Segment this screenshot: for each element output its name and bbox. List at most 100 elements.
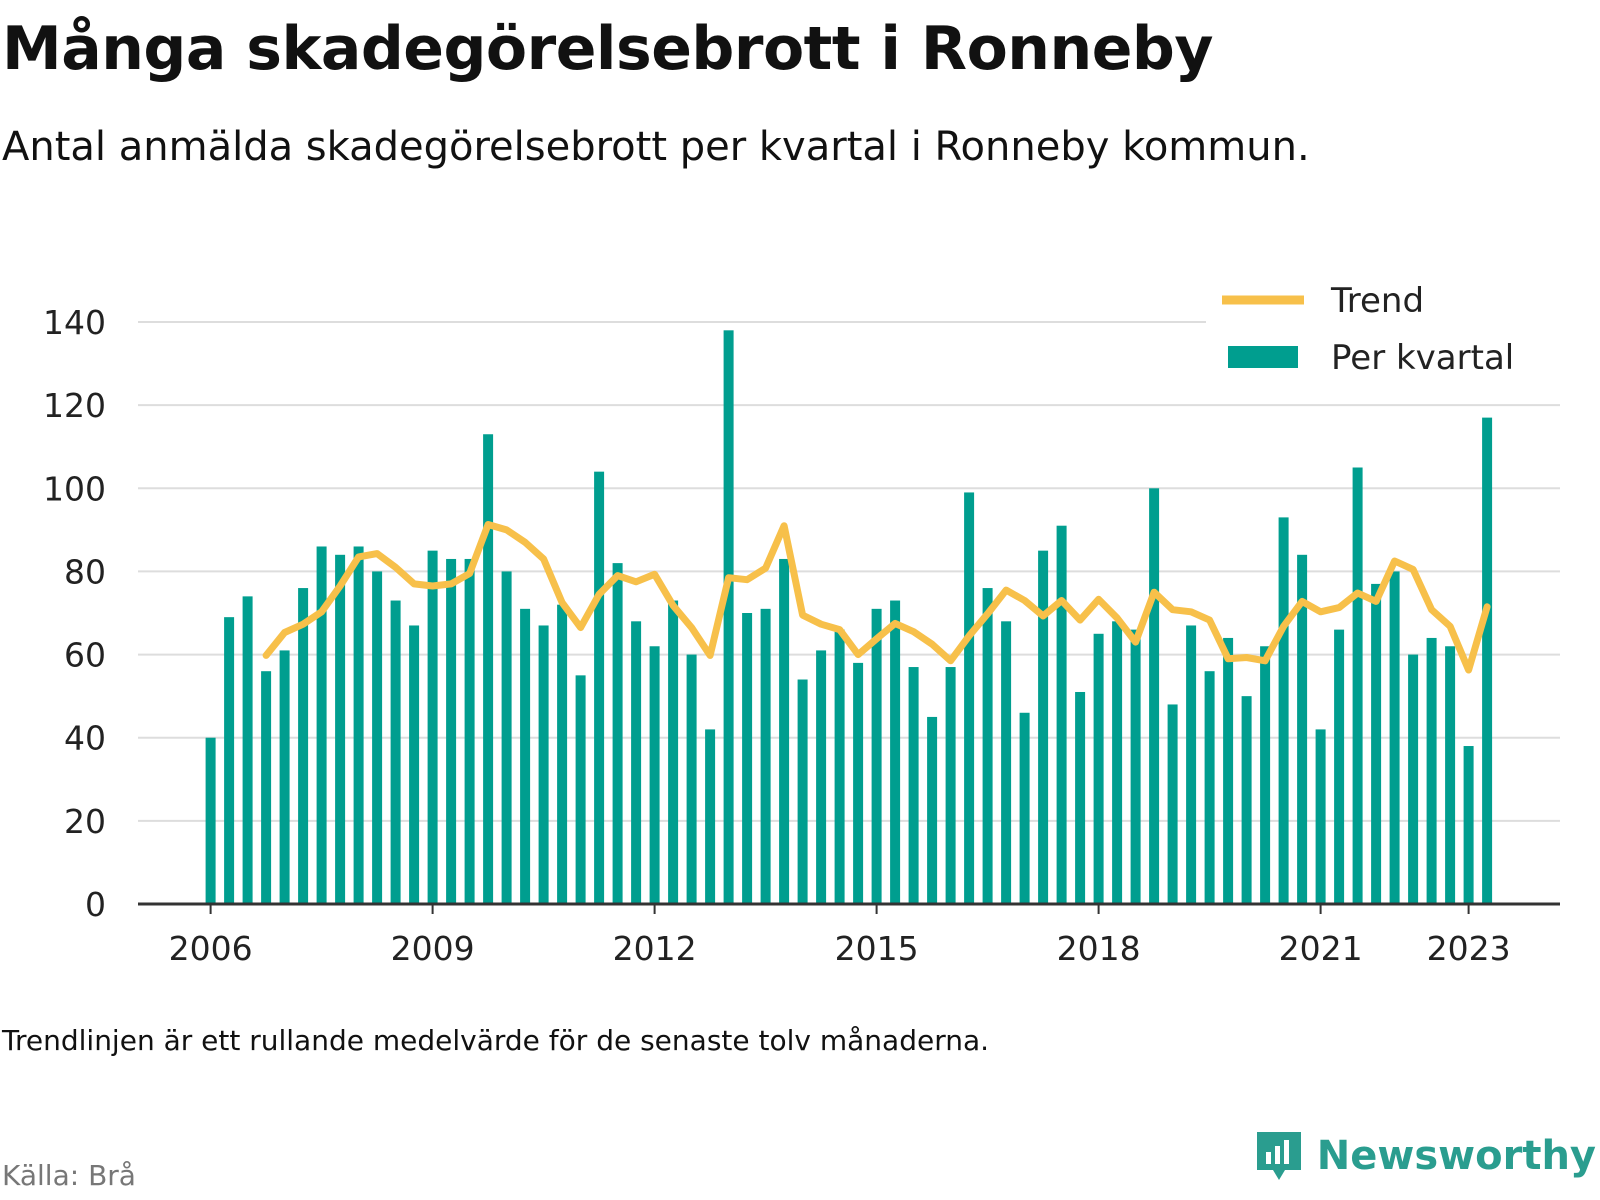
bar (1167, 704, 1178, 904)
bar (1223, 637, 1234, 904)
x-tick-label: 2009 (391, 929, 475, 968)
bar (982, 588, 993, 904)
bar (261, 671, 272, 904)
bar (649, 646, 660, 904)
bar (1056, 525, 1067, 904)
bar (779, 558, 790, 904)
bar (612, 563, 623, 904)
newsworthy-logo-icon (1256, 1132, 1301, 1180)
bar (205, 737, 216, 904)
bar (797, 679, 808, 904)
y-tick-label: 80 (64, 552, 106, 591)
bar (335, 554, 346, 904)
bar (816, 650, 827, 904)
x-tick-label: 2018 (1057, 929, 1141, 968)
bar (1019, 712, 1030, 904)
bar (723, 330, 734, 904)
bar (446, 558, 457, 904)
trend-line (262, 521, 1491, 674)
legend-trend-label: Trend (1330, 281, 1424, 321)
bar (353, 546, 364, 904)
bar (1278, 517, 1289, 904)
bar (1445, 646, 1456, 904)
y-tick-label: 0 (85, 885, 106, 924)
bar-series-per-kvartal (205, 330, 1493, 904)
bar (705, 729, 716, 904)
bar (1260, 646, 1271, 904)
bar (964, 492, 975, 904)
bar (686, 654, 697, 904)
axes: 0 20 40 60 80 100 120 140 2006 2009 2012 2015 2018 20… (43, 303, 1560, 968)
bar (945, 667, 956, 904)
chart-subtitle: Antal anmälda skadegörelsebrott per kvar… (2, 124, 1310, 170)
bar (1001, 621, 1012, 904)
bar (427, 550, 438, 904)
bar (372, 571, 383, 904)
bar (1315, 729, 1326, 904)
bar (1334, 629, 1345, 904)
x-tick-label: 2023 (1427, 929, 1511, 968)
y-tick-label: 120 (43, 386, 106, 425)
bar (1130, 629, 1141, 904)
source-credit: Källa: Brå (2, 1159, 136, 1192)
bar (908, 667, 919, 904)
bar (1204, 671, 1215, 904)
y-tick-label: 60 (64, 636, 106, 675)
bar (742, 613, 753, 904)
bar (631, 621, 642, 904)
bar (409, 625, 420, 904)
bar (834, 629, 845, 904)
bar (1389, 571, 1400, 904)
brand-logo: Newsworthy (1253, 1128, 1596, 1184)
bar (1241, 696, 1252, 904)
bar (1408, 654, 1419, 904)
y-tick-label: 100 (43, 469, 106, 508)
bar (890, 600, 901, 904)
bar (298, 588, 309, 904)
bar (1075, 691, 1086, 904)
bar (390, 600, 401, 904)
bar (557, 604, 568, 904)
brand-name: Newsworthy (1316, 1133, 1596, 1179)
bar (1038, 550, 1049, 904)
legend-bar-swatch (1228, 346, 1298, 368)
chart-title: Många skadegörelsebrott i Ronneby (2, 14, 1213, 84)
bar (575, 675, 586, 904)
bar (1186, 625, 1197, 904)
bar (464, 558, 475, 904)
bar (668, 600, 679, 904)
bar (1463, 746, 1474, 904)
x-tick-label: 2006 (169, 929, 253, 968)
y-tick-label: 140 (43, 303, 106, 342)
bar (242, 596, 253, 904)
bar (279, 650, 290, 904)
legend-bar-label: Per kvartal (1331, 338, 1514, 378)
bar (224, 617, 235, 904)
bar (316, 546, 327, 904)
bar-line-chart: 0 20 40 60 80 100 120 140 2006 2009 2012 2015 2018 20… (43, 260, 1560, 968)
bar (1371, 583, 1382, 904)
bar (538, 625, 549, 904)
x-tick-label: 2012 (613, 929, 697, 968)
bar (760, 608, 771, 904)
bar (1297, 554, 1308, 904)
legend: Trend Per kvartal (1206, 260, 1560, 386)
bar (483, 434, 494, 904)
y-tick-label: 40 (64, 719, 106, 758)
x-tick-label: 2015 (835, 929, 919, 968)
line-series-trend (262, 521, 1491, 674)
bar (1093, 633, 1104, 904)
bar (1352, 467, 1363, 904)
bar (853, 662, 864, 904)
y-tick-label: 20 (64, 802, 106, 841)
bar (501, 571, 512, 904)
x-tick-label: 2021 (1279, 929, 1363, 968)
bar (1426, 637, 1437, 904)
bar (1482, 417, 1493, 904)
bar (1112, 621, 1123, 904)
chart-footnote: Trendlinjen är ett rullande medelvärde f… (2, 1024, 990, 1057)
bar (871, 608, 882, 904)
bar (520, 608, 531, 904)
bar (594, 471, 605, 904)
bar (927, 716, 938, 904)
